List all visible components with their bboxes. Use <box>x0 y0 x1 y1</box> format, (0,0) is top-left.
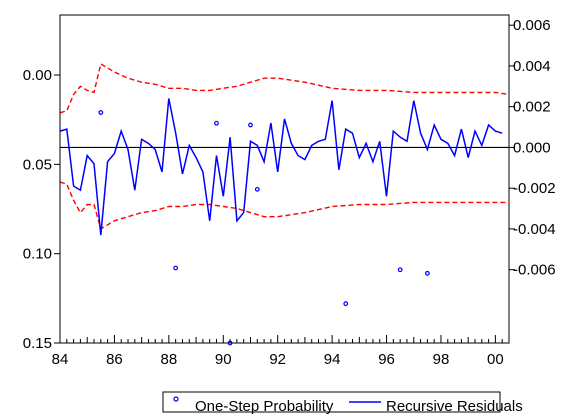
plot-frame <box>59 14 510 344</box>
probability-point <box>173 265 179 271</box>
probability-point <box>98 110 104 115</box>
right-axis-tick-label: 0.002 <box>513 99 551 116</box>
axes: 84 86 88 90 92 94 96 98 00 -0.006 -0.004 -0.002 0.00… <box>23 17 556 368</box>
x-tick-label: 00 <box>487 351 504 368</box>
x-tick-label: 90 <box>215 351 232 368</box>
plot-area <box>59 14 510 344</box>
left-axis-tick-label: 0.10 <box>23 246 52 263</box>
right-axis-tick-label: 0.000 <box>513 139 551 156</box>
confidence-bands <box>59 62 510 230</box>
probability-point <box>214 120 219 126</box>
right-axis-tick-label: -0.002 <box>513 180 556 197</box>
probability-point <box>424 270 430 276</box>
legend-box <box>162 391 501 413</box>
right-axis-tick-label: 0.004 <box>513 58 551 75</box>
left-axis-tick-label: 0.05 <box>23 156 52 173</box>
probability-markers <box>98 110 430 346</box>
probability-point <box>397 267 403 273</box>
probability-point <box>343 301 349 307</box>
upper-confidence-band <box>59 62 510 114</box>
residuals-series <box>59 98 503 236</box>
x-tick-label: 84 <box>52 351 69 368</box>
probability-point <box>248 122 253 128</box>
lower-confidence-band <box>59 181 509 230</box>
probability-point <box>254 186 260 192</box>
left-axis-tick-label: 0.00 <box>23 67 52 84</box>
left-axis-tick-label: 0.15 <box>23 335 52 352</box>
x-tick-label: 98 <box>433 351 450 368</box>
x-tick-label: 86 <box>106 351 123 368</box>
right-axis-tick-label: -0.006 <box>513 262 556 279</box>
right-axis-tick-label: -0.004 <box>513 221 556 238</box>
x-tick-label: 92 <box>269 351 286 368</box>
legend-label-residuals: Recursive Residuals <box>386 398 523 414</box>
x-tick-label: 88 <box>161 351 178 368</box>
legend: One-Step Probability Recursive Residuals <box>162 391 523 414</box>
legend-label-probability: One-Step Probability <box>195 398 334 414</box>
x-tick-label: 96 <box>378 351 395 368</box>
recursive-residuals-line <box>59 98 503 236</box>
right-axis-tick-label: 0.006 <box>513 17 551 34</box>
legend-marker-icon <box>173 396 179 402</box>
x-tick-label: 94 <box>324 351 341 368</box>
